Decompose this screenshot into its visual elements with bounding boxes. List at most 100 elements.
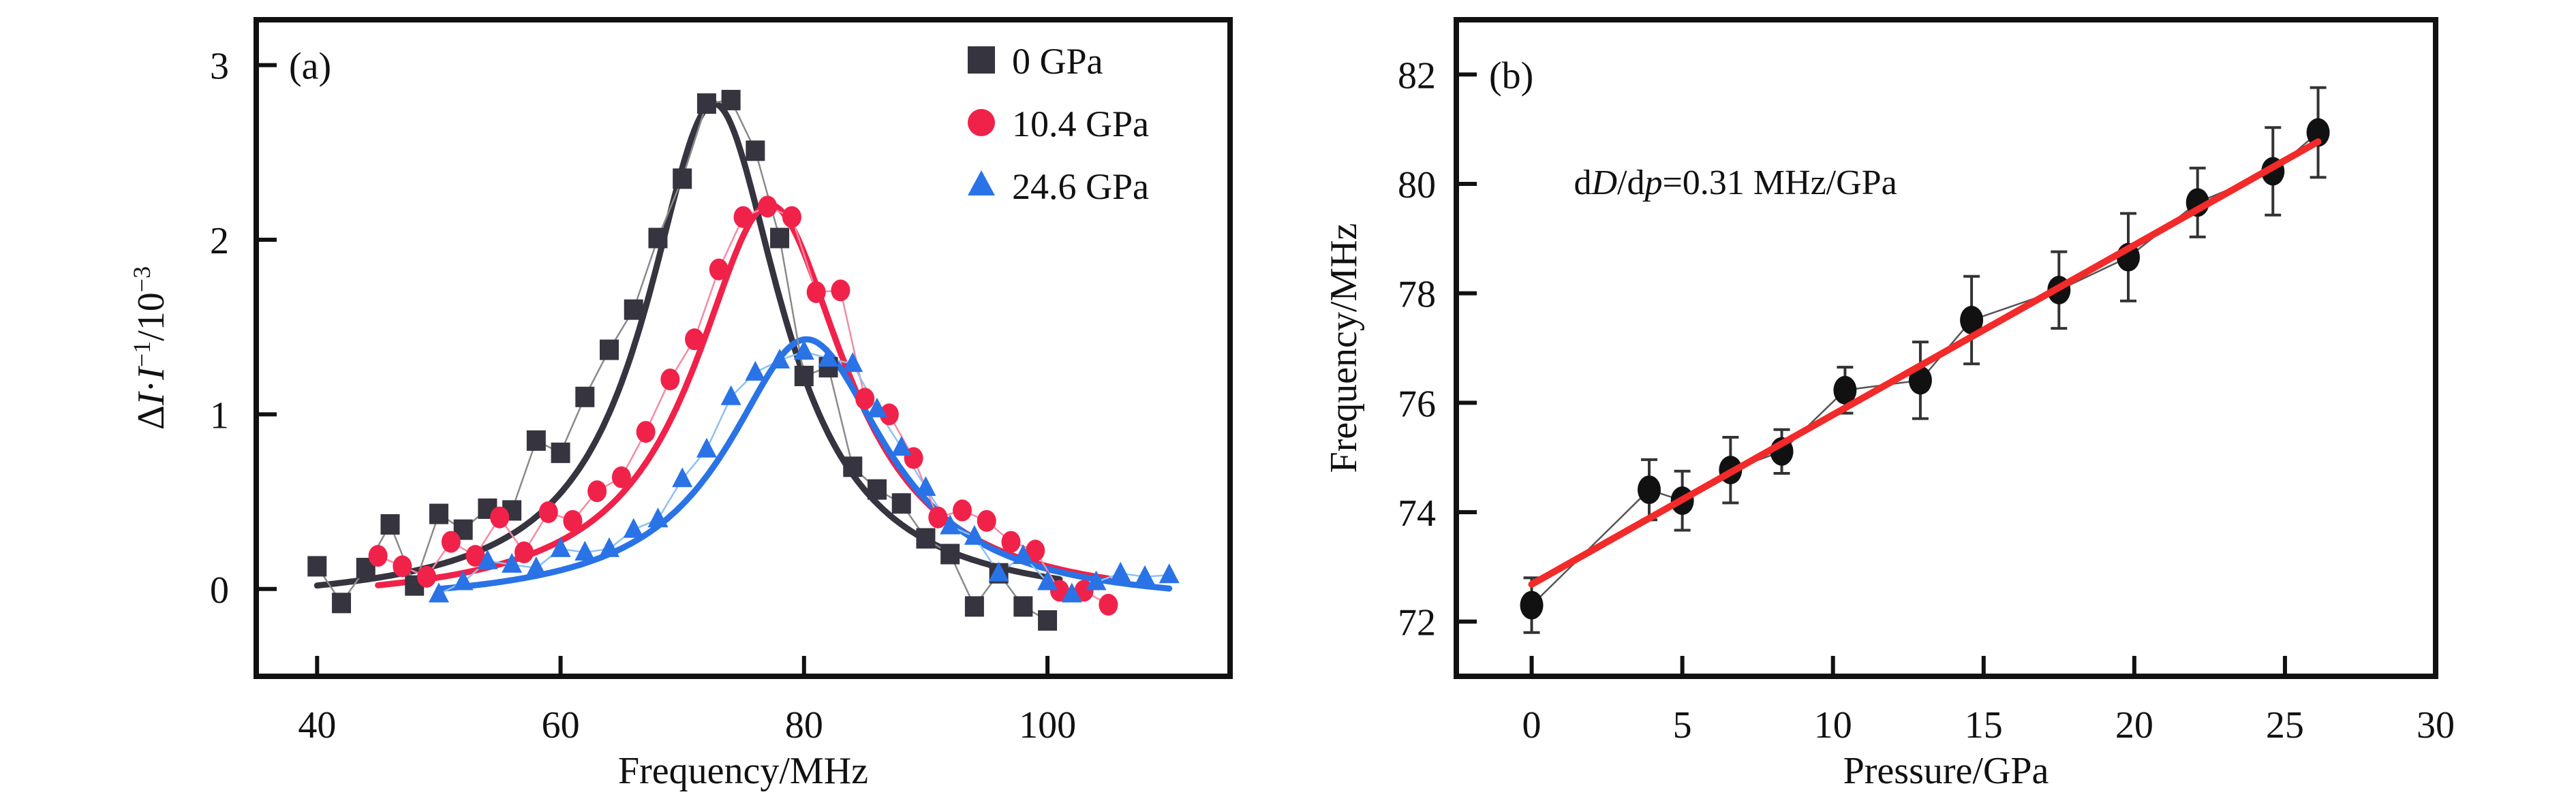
x-ticks: 40 60 80 100 bbox=[298, 656, 1076, 746]
annot-d1: d bbox=[1574, 163, 1591, 202]
data-point-square bbox=[600, 339, 619, 360]
data-point-square bbox=[575, 386, 595, 407]
legend-label: 10.4 GPa bbox=[1012, 104, 1149, 144]
data-point-circle bbox=[563, 509, 583, 532]
data-point-triangle bbox=[1013, 544, 1034, 565]
y-tick-label: 0 bbox=[210, 569, 229, 612]
data-point-circle bbox=[758, 195, 778, 218]
data-point-square bbox=[794, 366, 814, 387]
plot-frame bbox=[1454, 17, 2438, 679]
connector-line bbox=[438, 350, 1169, 595]
data-point-triangle bbox=[1061, 582, 1082, 603]
data-point-square bbox=[964, 596, 984, 617]
data-point-triangle bbox=[453, 570, 474, 591]
data-point-circle bbox=[1099, 593, 1118, 616]
data-point-triangle bbox=[428, 582, 449, 603]
data-point-square bbox=[891, 493, 911, 514]
data-point-circle bbox=[393, 555, 412, 578]
y-ticks: 72 74 76 78 80 82 bbox=[1398, 54, 1477, 644]
data-point-triangle bbox=[550, 537, 571, 557]
panel-label: (b) bbox=[1489, 54, 1533, 97]
y-axis-title-dot: · bbox=[130, 380, 172, 393]
data-point-triangle bbox=[1159, 563, 1180, 584]
data-point-triangle bbox=[647, 507, 669, 528]
data-points bbox=[307, 89, 1180, 631]
data-point-circle bbox=[685, 328, 705, 351]
x-ticks: 0 5 10 15 20 25 30 bbox=[1522, 656, 2455, 746]
data-point-square bbox=[551, 442, 570, 463]
annot-value: =0.31 MHz/GPa bbox=[1662, 163, 1897, 202]
data-point-triangle bbox=[866, 397, 887, 418]
y-tick-label: 1 bbox=[210, 394, 229, 437]
data-point-circle bbox=[1520, 591, 1544, 620]
annot-d2: /d bbox=[1617, 163, 1644, 202]
annot-p: p bbox=[1642, 163, 1662, 202]
y-tick-label: 78 bbox=[1398, 274, 1436, 316]
data-point-triangle bbox=[915, 476, 936, 497]
data-point-circle bbox=[977, 509, 996, 532]
data-point-square bbox=[916, 528, 936, 549]
data-point-circle bbox=[1026, 539, 1045, 562]
data-point-square bbox=[843, 456, 863, 477]
data-point-square bbox=[940, 544, 960, 565]
legend-marker-triangle bbox=[968, 170, 995, 195]
data-point-circle bbox=[514, 541, 534, 563]
y-axis-title-delta: Δ bbox=[130, 405, 172, 430]
data-point-triangle bbox=[964, 524, 985, 545]
legend-marker-square bbox=[968, 46, 995, 74]
data-point-circle bbox=[538, 501, 558, 523]
data-point-circle bbox=[855, 388, 875, 410]
data-point-square bbox=[332, 593, 352, 614]
x-tick-label: 60 bbox=[542, 704, 580, 746]
x-tick-label: 100 bbox=[1019, 704, 1076, 746]
data-point-circle bbox=[806, 281, 826, 303]
data-point-square bbox=[721, 89, 741, 110]
x-tick-label: 15 bbox=[1965, 704, 2003, 746]
x-tick-label: 40 bbox=[298, 704, 336, 746]
data-point-triangle bbox=[1037, 570, 1058, 591]
y-axis-title-unit: /10 bbox=[130, 292, 172, 341]
data-point-circle bbox=[733, 206, 753, 228]
legend-label: 0 GPa bbox=[1012, 41, 1103, 82]
data-point-square bbox=[1013, 596, 1033, 617]
y-axis-title: Frequency/MHz bbox=[1323, 223, 1365, 473]
data-point-triangle bbox=[1110, 561, 1131, 582]
panel-b: 0 5 10 15 20 25 30 72 74 76 78 80 82 (b) dD/dp=0.31… bbox=[1323, 17, 2455, 792]
y-tick-label: 74 bbox=[1398, 492, 1436, 535]
data-point-square bbox=[429, 503, 448, 524]
data-point-triangle bbox=[1134, 565, 1155, 585]
data-point-triangle bbox=[988, 561, 1009, 582]
slope-annotation: dD/dp=0.31 MHz/GPa bbox=[1574, 163, 1897, 202]
data-point-square bbox=[673, 168, 692, 189]
data-point-triangle bbox=[574, 540, 596, 561]
data-point-circle bbox=[587, 480, 607, 503]
data-point-triangle bbox=[818, 347, 839, 367]
data-point-triangle bbox=[940, 514, 961, 535]
data-point-triangle bbox=[769, 348, 791, 368]
data-point-square bbox=[380, 514, 400, 535]
data-point-square bbox=[624, 299, 643, 320]
data-point-triangle bbox=[793, 340, 814, 360]
x-tick-label: 0 bbox=[1522, 704, 1542, 746]
y-tick-label: 80 bbox=[1398, 164, 1436, 206]
data-point-circle bbox=[1908, 366, 1932, 395]
data-point-circle bbox=[709, 258, 729, 281]
fit-curve-24-6-gpa bbox=[435, 336, 1173, 593]
data-point-circle bbox=[879, 403, 899, 426]
data-point-square bbox=[648, 227, 668, 249]
data-point-triangle bbox=[599, 537, 620, 557]
data-point-triangle bbox=[623, 518, 644, 538]
legend-label: 24.6 GPa bbox=[1012, 166, 1149, 207]
data-point-circle bbox=[417, 565, 437, 588]
data-point-circle bbox=[368, 545, 388, 567]
x-tick-label: 25 bbox=[2266, 704, 2304, 746]
data-point-square bbox=[770, 227, 790, 249]
data-point-circle bbox=[928, 506, 948, 529]
x-axis-title: Frequency/MHz bbox=[618, 750, 868, 792]
data-point-circle bbox=[1833, 375, 1857, 405]
y-axis-title-sup1: −1 bbox=[128, 341, 155, 367]
x-axis-title: Pressure/GPa bbox=[1843, 750, 2049, 792]
data-point-triangle bbox=[745, 360, 766, 381]
data-point-square bbox=[746, 140, 765, 161]
